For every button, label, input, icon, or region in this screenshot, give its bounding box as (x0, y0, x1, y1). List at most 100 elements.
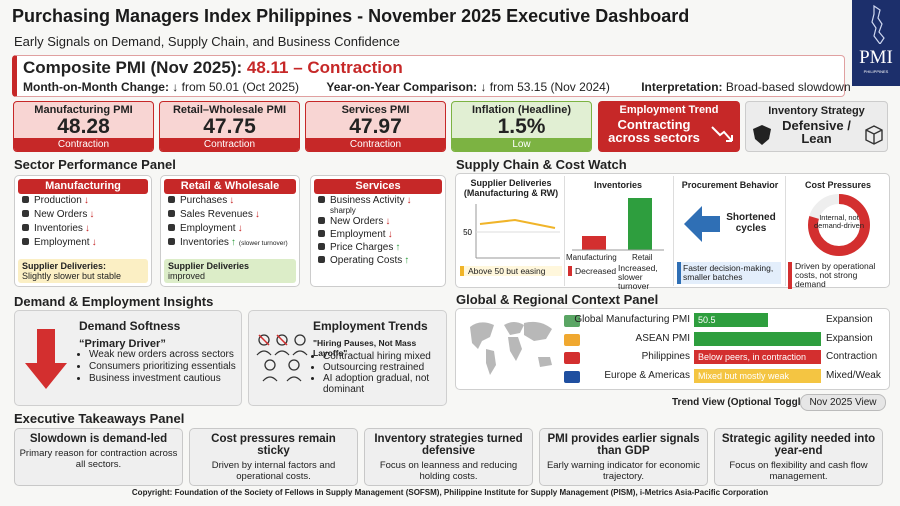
sector-item: Employment ↓ (318, 228, 442, 241)
row-status: Contraction (826, 351, 878, 362)
kpi-status: Contraction (14, 138, 153, 151)
item-trend: ↓ (83, 195, 89, 206)
logo-text: PMI (859, 47, 893, 68)
takeaway-card: Inventory strategies turned defensive Foc… (364, 428, 533, 486)
trend-icon (711, 126, 733, 142)
bullet: Outsourcing restrained (323, 362, 441, 373)
sector-item: Inventories ↓ (22, 222, 148, 236)
item-trend: ↓ (229, 195, 235, 206)
item-label: Purchases (180, 195, 228, 206)
bullet: Business investment cautious (89, 373, 236, 385)
bullet-icon (22, 196, 29, 203)
world-map (470, 321, 552, 375)
kpi-value: 47.75 (203, 115, 256, 138)
section-title: Sector Performance Panel (14, 157, 176, 172)
item-label: Employment (180, 223, 236, 234)
note-title: Supplier Deliveries: (22, 261, 107, 271)
section-title: Global & Regional Context Panel (456, 292, 659, 307)
takeaway-title: PMI provides earlier signals than GDP (547, 433, 700, 457)
sector-item: New Orders ↓ (318, 215, 442, 228)
subtitle: Early Signals on Demand, Supply Chain, a… (14, 34, 400, 49)
kpi-label: Services PMI (341, 104, 410, 116)
bullet-icon (168, 210, 175, 217)
bar-label: Manufacturing (566, 253, 617, 262)
bullet-icon (318, 230, 325, 237)
row-label: Europe & Americas (604, 369, 690, 381)
arrow-icon (684, 206, 720, 242)
divider (673, 176, 674, 286)
sector-card: Retail & Wholesale Purchases ↓ Sales Revenu… (160, 175, 300, 287)
kpi-card: Retail–Wholesale PMI 47.75 Contraction (159, 101, 300, 152)
composite-value: 48.11 – Contraction (246, 58, 403, 77)
sector-item: Production ↓ (22, 194, 148, 208)
sector-header: Retail & Wholesale (164, 179, 296, 194)
item-trend: ↑ (404, 255, 410, 266)
item-label: Sales Revenues (180, 209, 253, 220)
flag-icon (564, 370, 580, 383)
takeaway-text: Primary reason for contraction across al… (19, 448, 178, 470)
logo-map (871, 4, 885, 46)
interp-value: Broad-based slowdown (725, 80, 851, 94)
bullet-icon (318, 217, 325, 224)
sector-card: Services Business Activity ↓ sharply New Ord… (310, 175, 446, 287)
kpi-card: Services PMI 47.97 Contraction (305, 101, 446, 152)
kpi-label: Retail–Wholesale PMI (172, 104, 287, 116)
composite-details: Month-on-Month Change: ↓ from 50.01 (Oct… (23, 80, 851, 94)
interp-label: Interpretation: (641, 80, 723, 94)
kpi-label: Manufacturing PMI (34, 104, 133, 116)
sector-item: Inventories ↑ (slower turnover) (168, 236, 296, 251)
bullet-icon (318, 196, 325, 203)
item-label: New Orders (330, 216, 384, 227)
bar (628, 198, 652, 250)
item-label: Employment (34, 237, 90, 248)
kpi-status: Contraction (160, 138, 299, 151)
bullet-icon (22, 238, 29, 245)
divider (785, 176, 786, 286)
note-title: Supplier Deliveries (168, 261, 250, 271)
takeaway-text: Focus on flexibility and cash flow manag… (729, 460, 868, 482)
row-bar (694, 331, 821, 346)
cost-title: Cost Pressures (804, 180, 872, 190)
takeaway-card: Cost pressures remain sticky Driven by in… (189, 428, 358, 486)
item-trend: ↓ (237, 223, 243, 234)
sector-card: Manufacturing Production ↓ New Orders ↓ Inven… (14, 175, 152, 287)
deliveries-title: Supplier Deliveries (Manufacturing & RW) (463, 178, 559, 198)
item-trend: ↑ (230, 237, 236, 248)
section-title: Supply Chain & Cost Watch (456, 157, 627, 172)
bullet-icon (318, 243, 325, 250)
employment-trends-card: Employment Trends "Hiring Pauses, Not Ma… (248, 310, 447, 406)
sector-item: Purchases ↓ (168, 194, 296, 208)
takeaway-card: Slowdown is demand-led Primary reason for… (14, 428, 183, 486)
takeaway-title: Cost pressures remain sticky (211, 433, 336, 457)
flag-icon (564, 352, 580, 364)
takeaway-text: Focus on leanness and reducing holding c… (379, 460, 518, 482)
row-status: Expansion (826, 314, 873, 325)
takeaway-card: PMI provides earlier signals than GDP Ear… (539, 428, 708, 486)
takeaway-title: Inventory strategies turned defensive (374, 433, 523, 457)
bullet-icon (22, 224, 29, 231)
bullet-icon (22, 210, 29, 217)
row-label: Philippines (641, 351, 690, 362)
item-label: Operating Costs (330, 255, 403, 266)
item-trend: ↓ (385, 216, 391, 227)
employment-text: Contracting across sectors (608, 117, 700, 145)
bullet-icon (168, 224, 175, 231)
logo: PMI PHILIPPINES (852, 0, 900, 86)
takeaway-card: Strategic agility needed into year-end Fo… (714, 428, 883, 486)
sector-item: Employment ↓ (168, 222, 296, 236)
item-label: Production (34, 195, 82, 206)
toggle-label: Trend View (Optional Toggle) (672, 397, 810, 408)
sector-note: Supplier Deliveries improved (164, 259, 296, 283)
tick-label: 50 (463, 228, 472, 237)
employment-trends-title: Employment Trends (313, 319, 428, 333)
toggle-button[interactable]: Nov 2025 View (800, 394, 886, 411)
flag-icon (564, 315, 580, 327)
cost-donut (808, 194, 870, 256)
cost-center: Internal, not demand-driven (813, 213, 865, 230)
item-trend: ↓ (387, 229, 393, 240)
composite-box: Composite PMI (Nov 2025): 48.11 – Contra… (12, 55, 851, 97)
shield-icon (753, 125, 771, 145)
item-label: Inventories (34, 223, 83, 234)
title: Purchasing Managers Index Philippines - … (12, 6, 690, 26)
kpi-value: 1.5% (497, 115, 546, 138)
